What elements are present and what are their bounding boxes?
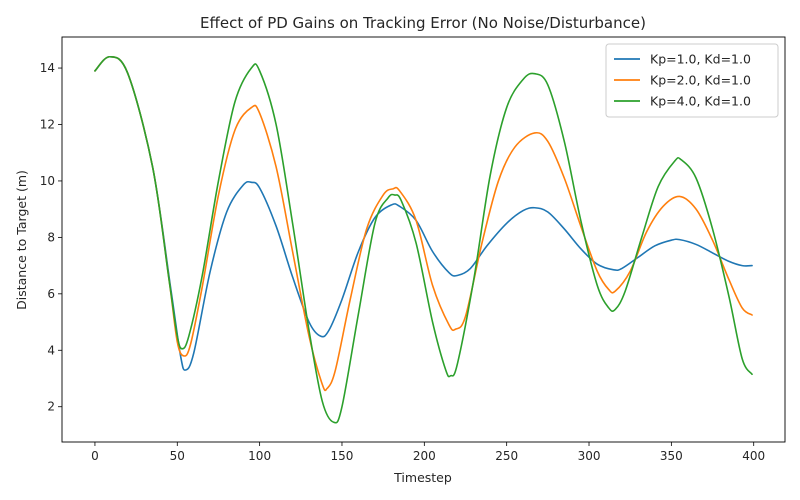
series-line-2 xyxy=(94,55,753,392)
series-line-3 xyxy=(94,55,753,424)
y-tick-label: 12 xyxy=(40,117,55,131)
x-tick-label: 50 xyxy=(170,449,185,463)
y-tick-label: 2 xyxy=(47,400,55,414)
x-axis: 0 50 100 150 200 250 300 350 400 xyxy=(91,442,765,463)
x-tick-label: 100 xyxy=(248,449,271,463)
y-tick-label: 14 xyxy=(40,61,55,75)
legend-box xyxy=(605,43,779,118)
x-tick-label: 300 xyxy=(578,449,601,463)
chart-title: Effect of PD Gains on Tracking Error (No… xyxy=(200,14,646,32)
y-tick-label: 10 xyxy=(40,174,55,188)
legend-label: Kp=2.0, Kd=1.0 xyxy=(650,73,751,88)
y-tick-label: 6 xyxy=(47,287,55,301)
x-tick-label: 400 xyxy=(742,449,765,463)
plot-frame xyxy=(61,36,786,443)
y-tick-label: 8 xyxy=(47,230,55,244)
legend-label: Kp=4.0, Kd=1.0 xyxy=(650,94,751,109)
x-tick-label: 0 xyxy=(91,449,99,463)
x-tick-label: 150 xyxy=(331,449,354,463)
legend: Kp=1.0, Kd=1.0 Kp=2.0, Kd=1.0 Kp=4.0, Kd=1… xyxy=(605,43,779,118)
series-line-1 xyxy=(94,55,753,371)
x-axis-label: Timestep xyxy=(393,470,452,485)
plot-lines xyxy=(94,55,753,424)
x-tick-label: 200 xyxy=(413,449,436,463)
x-tick-label: 350 xyxy=(660,449,683,463)
y-axis: 2 4 6 8 10 12 14 xyxy=(40,61,62,414)
legend-label: Kp=1.0, Kd=1.0 xyxy=(650,52,751,67)
y-axis-label: Distance to Target (m) xyxy=(14,170,29,310)
x-tick-label: 250 xyxy=(495,449,518,463)
y-tick-label: 4 xyxy=(47,343,55,357)
